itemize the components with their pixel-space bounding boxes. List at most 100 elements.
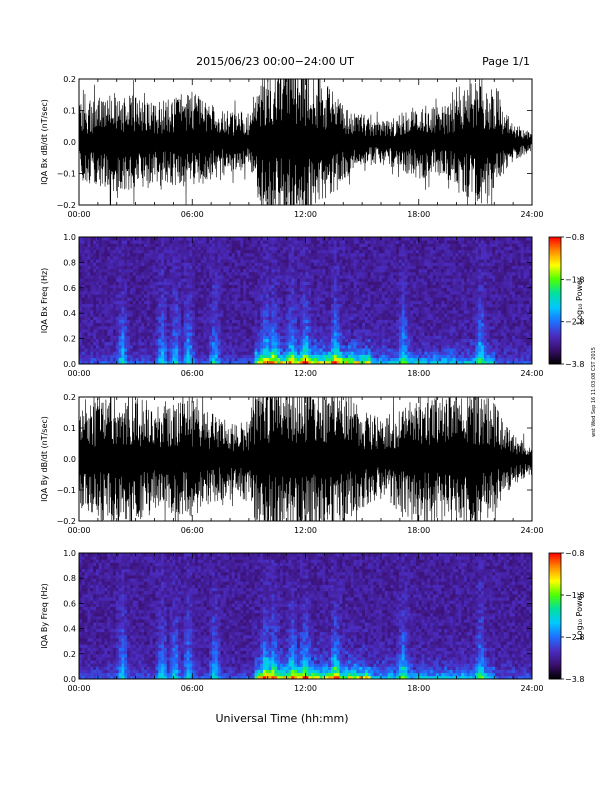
spectrogram-cell [274,265,278,270]
spectrogram-cell [186,351,190,355]
spectrogram-cell [325,246,329,251]
spectrogram-cell [333,243,338,247]
spectrogram-cell [353,357,357,362]
spectrogram-cell [209,338,213,343]
spectrogram-cell [339,256,343,260]
spectrogram-cell [370,281,374,286]
spectrogram-cell [161,338,165,343]
spectrogram-cell [302,360,306,365]
spectrogram-cell [407,268,411,273]
spectrogram-cell [152,294,156,298]
spectrogram-cell [294,329,298,333]
spectrogram-cell [246,313,250,317]
spectrogram-cell [359,310,363,314]
spectrogram-cell [129,246,134,251]
spectrogram-cell [356,294,360,298]
spectrogram-cell [243,338,247,343]
spectrogram-cell [410,268,414,273]
spectrogram-cell [322,341,326,346]
spectrogram-cell [183,316,187,320]
spectrogram-cell [305,284,309,289]
spectrogram-cell [280,310,284,314]
spectrogram-cell [297,243,301,247]
spectrogram-cell [81,316,86,320]
spectrogram-cell [101,246,105,251]
spectrogram-cell [413,319,417,324]
spectrogram-cell [246,284,250,289]
spectrogram-cell [209,281,213,286]
spectrogram-cell [203,268,207,273]
spectrogram-cell [294,275,298,279]
spectrogram-cell [265,271,270,276]
spectrogram-cell [263,325,267,330]
spectrogram-cell [364,252,369,257]
spectrogram-cell [305,294,309,298]
spectrogram-cell [381,278,386,282]
spectrogram-cell [274,268,278,273]
spectrogram-cell [138,338,142,343]
spectrogram-cell [387,332,391,336]
spectrogram-cell [379,303,383,308]
spectrogram-cell [359,351,363,355]
spectrogram-cell [110,354,114,359]
spectrogram-cell [277,360,281,365]
spectrogram-cell [268,278,272,282]
spectrogram-cell [390,357,394,362]
spectrogram-cell [84,338,88,343]
spectrogram-cell [319,246,323,251]
spectrogram-cell [271,310,275,314]
spectrogram-cell [345,300,349,305]
spectrogram-cell [189,338,193,343]
spectrogram-cell [115,310,120,314]
spectrogram-cell [192,290,196,295]
spectrogram-cell [384,256,388,260]
spectrogram-cell [353,281,357,286]
spectrogram-cell [257,344,261,349]
spectrogram-cell [112,344,117,349]
spectrogram-cell [398,322,403,327]
spectrogram-cell [209,297,213,301]
spectrogram-cell [299,252,304,257]
spectrogram-cell [359,275,363,279]
spectrogram-cell [180,357,185,362]
spectrogram-cell [311,281,315,286]
spectrogram-cell [95,249,100,254]
spectrogram-cell [302,249,306,254]
spectrogram-cell [271,268,275,273]
spectrogram-cell [413,341,417,346]
spectrogram-cell [404,246,408,251]
spectrogram-cell [421,300,425,305]
spectrogram-cell [209,313,213,317]
spectrogram-cell [271,357,275,362]
spectrogram-cell [407,335,411,339]
spectrogram-cell [163,246,168,251]
spectrogram-cell [112,338,117,343]
spectrogram-cell [203,284,207,289]
spectrogram-cell [367,344,372,349]
spectrogram-cell [175,338,179,343]
spectrogram-cell [158,265,162,270]
spectrogram-cell [110,357,114,362]
spectrogram-cell [229,338,233,343]
spectrogram-cell [345,240,349,244]
spectrogram-cell [260,335,264,339]
spectrogram-cell [424,294,428,298]
spectrogram-cell [254,278,258,282]
spectrogram-cell [384,240,388,244]
spectrogram-cell [217,357,221,362]
spectrogram-cell [189,268,193,273]
spectrogram-cell [155,243,159,247]
spectrogram-cell [197,281,202,286]
spectrogram-cell [280,316,284,320]
spectrogram-cell [195,300,199,305]
spectrogram-cell [260,354,264,359]
spectrogram-cell [364,271,369,276]
spectrogram-cell [381,243,386,247]
spectrogram-cell [257,240,261,244]
spectrogram-cell [146,310,151,314]
spectrogram-cell [373,237,377,241]
spectrogram-cell [364,316,369,320]
spectrogram-cell [84,290,88,295]
spectrogram-cell [189,237,193,241]
spectrogram-cell [291,262,295,266]
